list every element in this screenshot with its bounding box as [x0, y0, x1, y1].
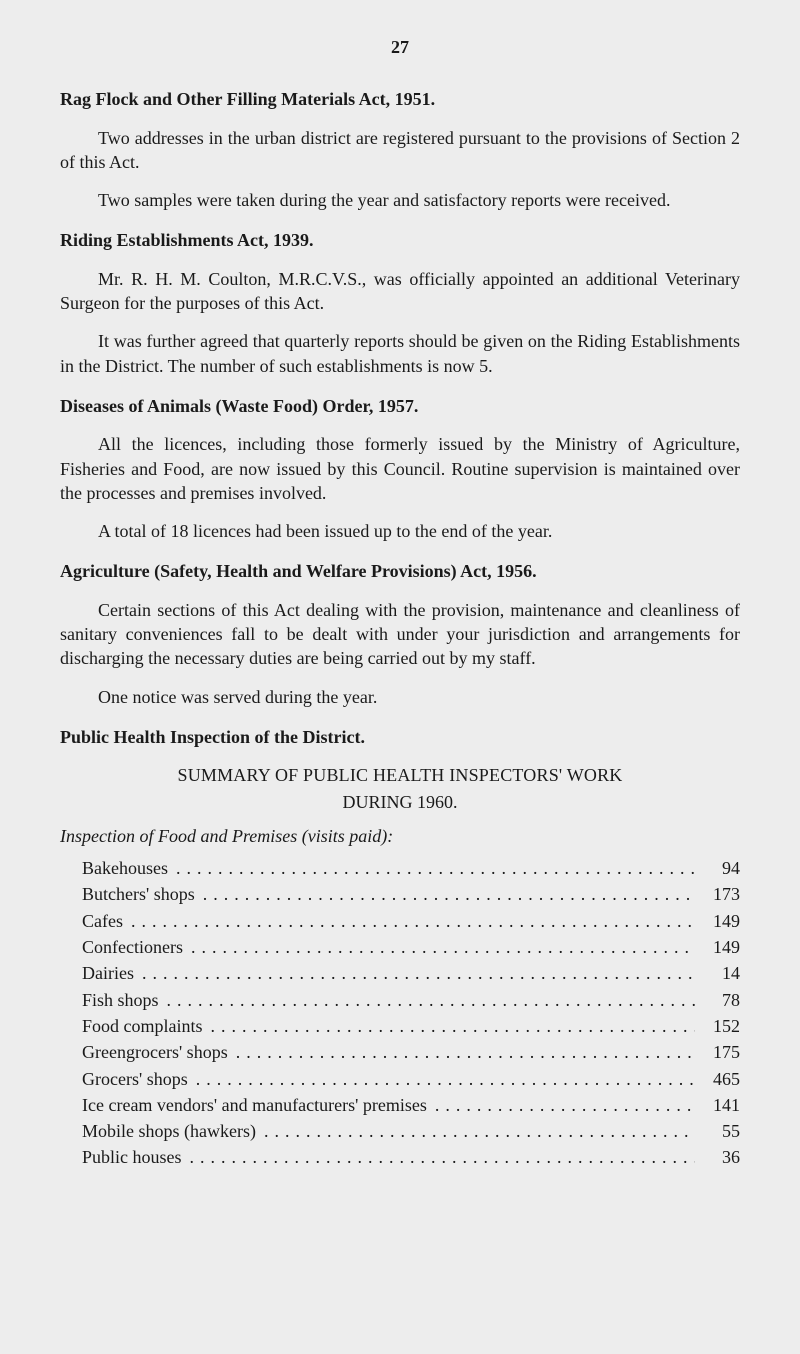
table-row-value: 55: [695, 1119, 740, 1143]
table-row-value: 36: [695, 1145, 740, 1169]
paragraph: Two addresses in the urban district are …: [60, 126, 740, 175]
inspection-table-heading: Inspection of Food and Premises (visits …: [60, 824, 740, 848]
paragraph: Mr. R. H. M. Coulton, M.R.C.V.S., was of…: [60, 267, 740, 316]
table-row-value: 465: [695, 1067, 740, 1091]
dot-leader: ........................................…: [123, 909, 695, 933]
table-row-label: Greengrocers' shops: [82, 1040, 228, 1064]
section-heading-agriculture: Agriculture (Safety, Health and Welfare …: [60, 559, 740, 583]
section-heading-diseases: Diseases of Animals (Waste Food) Order, …: [60, 394, 740, 418]
dot-leader: ........................................…: [203, 1014, 696, 1038]
section-heading-public-health: Public Health Inspection of the District…: [60, 725, 740, 749]
table-row-value: 152: [695, 1014, 740, 1038]
table-row-value: 173: [695, 882, 740, 906]
summary-title: SUMMARY OF PUBLIC HEALTH INSPECTORS' WOR…: [60, 763, 740, 787]
dot-leader: ........................................…: [188, 1067, 695, 1091]
table-row: Cafes...................................…: [60, 909, 740, 933]
table-row-label: Ice cream vendors' and manufacturers' pr…: [82, 1093, 427, 1117]
section-heading-riding: Riding Establishments Act, 1939.: [60, 228, 740, 252]
table-row: Butchers' shops.........................…: [60, 882, 740, 906]
table-row-label: Butchers' shops: [82, 882, 195, 906]
table-row: Bakehouses..............................…: [60, 856, 740, 880]
table-row: Dairies.................................…: [60, 961, 740, 985]
summary-subtitle: DURING 1960.: [60, 790, 740, 814]
section-heading-rag-flock: Rag Flock and Other Filling Materials Ac…: [60, 87, 740, 111]
dot-leader: ........................................…: [195, 882, 695, 906]
dot-leader: ........................................…: [159, 988, 695, 1012]
table-row-label: Cafes: [82, 909, 123, 933]
dot-leader: ........................................…: [228, 1040, 695, 1064]
table-row-label: Food complaints: [82, 1014, 203, 1038]
table-row: Mobile shops (hawkers)..................…: [60, 1119, 740, 1143]
table-row: Public houses...........................…: [60, 1145, 740, 1169]
table-row-label: Bakehouses: [82, 856, 168, 880]
table-row: Ice cream vendors' and manufacturers' pr…: [60, 1093, 740, 1117]
table-row-label: Dairies: [82, 961, 134, 985]
table-row-value: 78: [695, 988, 740, 1012]
table-row-label: Mobile shops (hawkers): [82, 1119, 256, 1143]
table-row: Food complaints.........................…: [60, 1014, 740, 1038]
table-row-value: 14: [695, 961, 740, 985]
dot-leader: ........................................…: [168, 856, 695, 880]
table-row: Greengrocers' shops.....................…: [60, 1040, 740, 1064]
dot-leader: ........................................…: [256, 1119, 695, 1143]
table-row-label: Public houses: [82, 1145, 182, 1169]
paragraph: One notice was served during the year.: [60, 685, 740, 709]
table-row: Confectioners...........................…: [60, 935, 740, 959]
inspection-table: Bakehouses..............................…: [60, 856, 740, 1170]
paragraph: Two samples were taken during the year a…: [60, 188, 740, 212]
table-row-label: Confectioners: [82, 935, 183, 959]
dot-leader: ........................................…: [134, 961, 695, 985]
table-row-value: 94: [695, 856, 740, 880]
table-row-value: 149: [695, 909, 740, 933]
table-row-value: 149: [695, 935, 740, 959]
table-row: Grocers' shops..........................…: [60, 1067, 740, 1091]
paragraph: A total of 18 licences had been issued u…: [60, 519, 740, 543]
table-row-label: Grocers' shops: [82, 1067, 188, 1091]
paragraph: It was further agreed that quarterly rep…: [60, 329, 740, 378]
table-row-label: Fish shops: [82, 988, 159, 1012]
table-row: Fish shops..............................…: [60, 988, 740, 1012]
page-number: 27: [60, 35, 740, 59]
table-row-value: 141: [695, 1093, 740, 1117]
dot-leader: ........................................…: [427, 1093, 695, 1117]
dot-leader: ........................................…: [183, 935, 695, 959]
table-row-value: 175: [695, 1040, 740, 1064]
paragraph: Certain sections of this Act dealing wit…: [60, 598, 740, 671]
dot-leader: ........................................…: [182, 1145, 695, 1169]
paragraph: All the licences, including those former…: [60, 432, 740, 505]
